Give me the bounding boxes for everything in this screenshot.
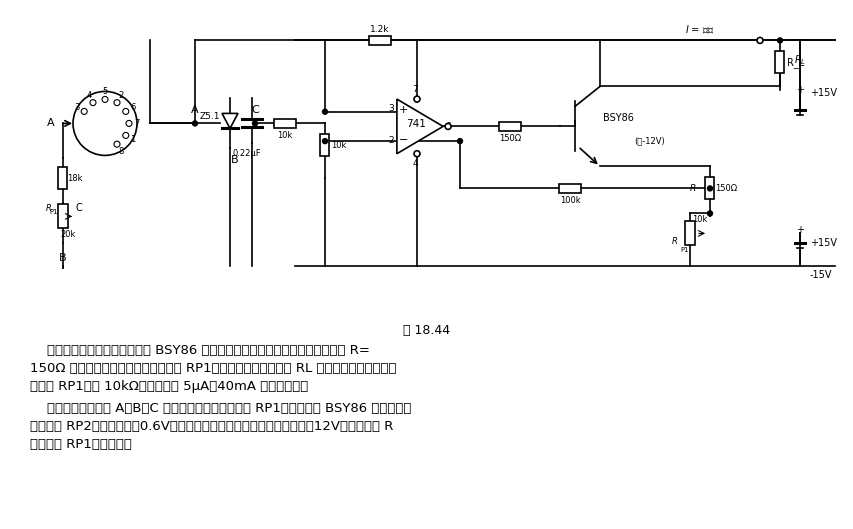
Circle shape xyxy=(126,121,132,126)
Polygon shape xyxy=(222,113,238,129)
Circle shape xyxy=(252,121,258,126)
Bar xyxy=(320,134,329,157)
Text: -15V: -15V xyxy=(809,270,832,280)
Text: B: B xyxy=(231,156,239,166)
Circle shape xyxy=(113,99,120,106)
Circle shape xyxy=(457,139,462,143)
Text: A: A xyxy=(191,105,199,115)
Circle shape xyxy=(776,38,781,43)
Bar xyxy=(498,122,520,131)
Text: 6: 6 xyxy=(444,122,450,131)
Text: 2: 2 xyxy=(388,136,393,145)
Text: +15V: +15V xyxy=(809,239,836,249)
Text: +: + xyxy=(795,85,803,95)
Circle shape xyxy=(322,139,327,143)
Text: R: R xyxy=(671,237,677,246)
Text: 150Ω: 150Ω xyxy=(498,134,520,143)
Text: C: C xyxy=(76,204,82,213)
Text: 4: 4 xyxy=(86,91,91,100)
Circle shape xyxy=(90,99,96,106)
Text: 位可通过 RP2调整到对地－0.6V，电位器滑动触点对稳压管正端电位为－12V，于是电阻 R: 位可通过 RP2调整到对地－0.6V，电位器滑动触点对稳压管正端电位为－12V，… xyxy=(30,420,393,433)
Text: 8: 8 xyxy=(119,147,124,156)
Circle shape xyxy=(113,141,120,147)
Text: 150Ω: 150Ω xyxy=(714,184,736,193)
Text: 10k: 10k xyxy=(692,215,707,224)
Text: 3: 3 xyxy=(388,104,393,113)
Text: 5: 5 xyxy=(102,87,107,96)
Text: R: R xyxy=(689,184,695,193)
Bar xyxy=(705,177,714,199)
Text: 2: 2 xyxy=(119,91,124,100)
Circle shape xyxy=(756,38,762,43)
Text: 7: 7 xyxy=(412,85,417,94)
Text: −: − xyxy=(398,135,408,145)
Text: $I$ = 常数: $I$ = 常数 xyxy=(685,23,714,35)
Text: P1: P1 xyxy=(49,209,58,215)
Circle shape xyxy=(73,92,136,156)
Circle shape xyxy=(192,121,197,126)
Text: 10k: 10k xyxy=(277,131,293,140)
Circle shape xyxy=(102,96,107,103)
Text: P1: P1 xyxy=(680,248,688,253)
Text: 741: 741 xyxy=(405,120,426,130)
Text: R_L: R_L xyxy=(786,57,804,68)
Text: 该电路由于采用达林顿晶体管 BSY86 后输出电流较大。输出电流最大值由电阻 R=: 该电路由于采用达林顿晶体管 BSY86 后输出电流较大。输出电流最大值由电阻 R… xyxy=(30,344,369,357)
Text: 1: 1 xyxy=(130,135,135,144)
Text: 0.22μF: 0.22μF xyxy=(232,149,261,158)
Text: BSY86: BSY86 xyxy=(602,113,633,123)
Text: 7: 7 xyxy=(134,119,140,128)
Circle shape xyxy=(414,151,420,157)
Text: 100k: 100k xyxy=(559,196,580,205)
Text: 运算放大器输入端 A、B、C 三点所围部分可用电位器 RP1代替，此时 BSY86 的发射极电: 运算放大器输入端 A、B、C 三点所围部分可用电位器 RP1代替，此时 BSY8… xyxy=(30,402,411,415)
Bar xyxy=(368,36,391,45)
Bar xyxy=(58,204,68,229)
Text: 3: 3 xyxy=(74,103,80,112)
Text: 图 18.44: 图 18.44 xyxy=(403,324,450,337)
Circle shape xyxy=(123,132,129,139)
Text: +: + xyxy=(795,225,803,235)
Text: 20k: 20k xyxy=(61,230,76,239)
Bar xyxy=(684,222,694,245)
Bar xyxy=(274,119,296,128)
Text: C: C xyxy=(251,105,258,115)
Text: +: + xyxy=(398,105,408,115)
Circle shape xyxy=(706,211,711,216)
Text: 10k: 10k xyxy=(331,141,346,150)
Bar xyxy=(775,51,784,74)
Circle shape xyxy=(444,123,450,130)
Text: 6: 6 xyxy=(130,103,136,112)
Text: Z5.1: Z5.1 xyxy=(200,112,220,121)
Text: (约-12V): (约-12V) xyxy=(634,136,664,145)
Text: $R_L$: $R_L$ xyxy=(793,53,805,67)
Bar xyxy=(559,184,580,193)
Text: 150Ω 限制，输出电流的大小由电位器 RP1调节，并且与负载电阻 RL 无关而保持常数。图中: 150Ω 限制，输出电流的大小由电位器 RP1调节，并且与负载电阻 RL 无关而… xyxy=(30,362,396,375)
Bar xyxy=(59,167,67,189)
Text: 电位器 RP1采用 10kΩ，电流可在 5μA～40mA 范围内调节。: 电位器 RP1采用 10kΩ，电流可在 5μA～40mA 范围内调节。 xyxy=(30,380,308,393)
Text: 4: 4 xyxy=(412,159,417,168)
Text: R: R xyxy=(46,204,52,213)
Circle shape xyxy=(322,109,327,114)
Circle shape xyxy=(81,108,87,114)
Circle shape xyxy=(706,186,711,191)
Text: 18k: 18k xyxy=(67,174,83,183)
Text: B: B xyxy=(59,253,67,263)
Circle shape xyxy=(123,108,129,114)
Circle shape xyxy=(414,96,420,102)
Text: 和电位器 RP1可以取消。: 和电位器 RP1可以取消。 xyxy=(30,438,131,451)
Text: +15V: +15V xyxy=(809,88,836,98)
Text: 1.2k: 1.2k xyxy=(370,25,389,34)
Text: A: A xyxy=(47,118,55,129)
Polygon shape xyxy=(397,99,443,154)
